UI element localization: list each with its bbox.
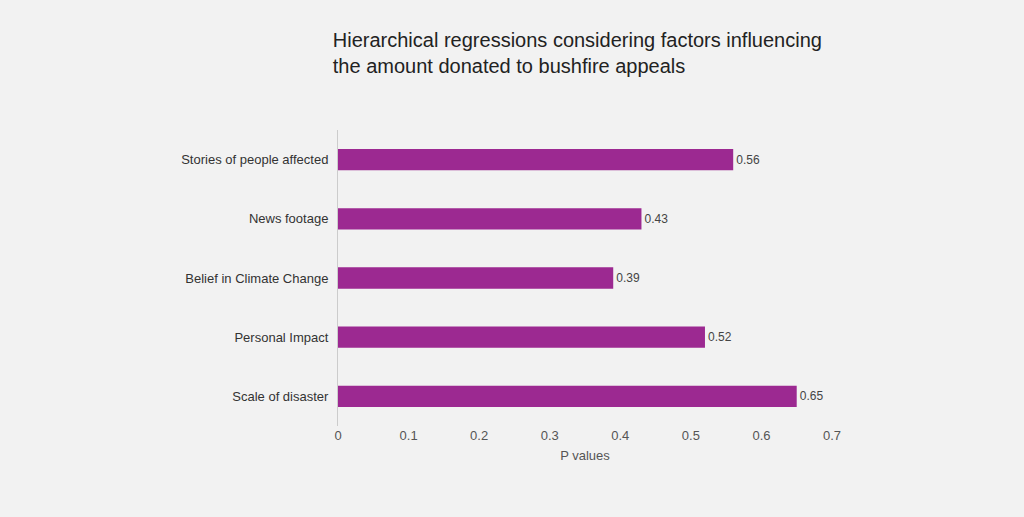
svg-text:0.65: 0.65: [800, 389, 824, 403]
svg-text:0.43: 0.43: [644, 212, 668, 226]
svg-text:P values: P values: [560, 448, 610, 463]
svg-text:0.1: 0.1: [400, 428, 418, 443]
svg-text:0.4: 0.4: [611, 428, 629, 443]
svg-text:0.2: 0.2: [470, 428, 488, 443]
svg-text:0.39: 0.39: [616, 271, 640, 285]
svg-text:0.3: 0.3: [541, 428, 559, 443]
svg-text:0.52: 0.52: [708, 330, 732, 344]
svg-text:Scale of disaster: Scale of disaster: [232, 389, 329, 404]
svg-text:0.5: 0.5: [682, 428, 700, 443]
svg-text:0.7: 0.7: [823, 428, 841, 443]
svg-text:Belief in Climate Change: Belief in Climate Change: [185, 271, 328, 286]
svg-text:0.6: 0.6: [752, 428, 770, 443]
svg-text:0.56: 0.56: [736, 153, 760, 167]
svg-text:0: 0: [334, 428, 341, 443]
svg-text:Hierarchical regressions consi: Hierarchical regressions considering fac…: [333, 29, 822, 77]
svg-text:Stories of people affected: Stories of people affected: [181, 152, 328, 167]
svg-text:News footage: News footage: [249, 211, 329, 226]
svg-text:Personal Impact: Personal Impact: [234, 330, 328, 345]
